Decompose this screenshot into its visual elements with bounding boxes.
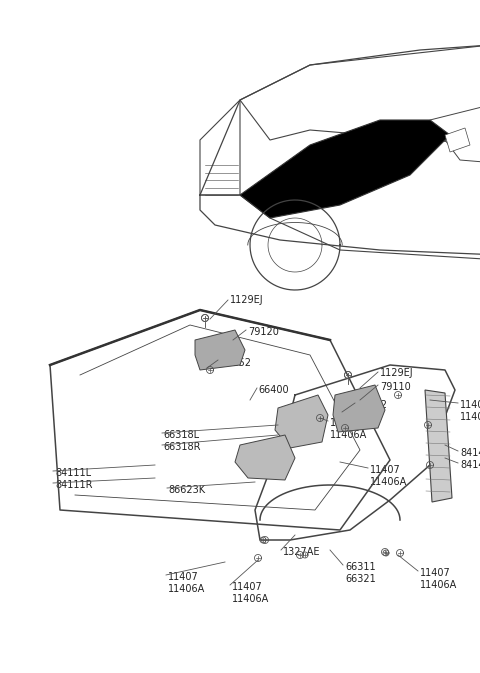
Text: 84111L: 84111L xyxy=(55,468,91,478)
Text: 11406A: 11406A xyxy=(420,580,457,590)
Text: 66318L: 66318L xyxy=(163,430,199,440)
Text: 79152: 79152 xyxy=(356,400,387,410)
Text: 79110: 79110 xyxy=(380,382,411,392)
Text: 66400: 66400 xyxy=(258,385,288,395)
Polygon shape xyxy=(445,128,470,152)
Text: 11407: 11407 xyxy=(330,418,361,428)
Text: 1327AE: 1327AE xyxy=(283,547,321,557)
Text: 11407: 11407 xyxy=(232,582,263,592)
Text: 11406A: 11406A xyxy=(330,430,367,440)
Text: 1129EJ: 1129EJ xyxy=(230,295,264,305)
Polygon shape xyxy=(430,105,480,165)
Polygon shape xyxy=(200,100,240,195)
Text: 11407: 11407 xyxy=(370,465,401,475)
Polygon shape xyxy=(333,385,385,432)
Text: 11407: 11407 xyxy=(460,400,480,410)
Text: 84111R: 84111R xyxy=(55,480,93,490)
Text: 84141F: 84141F xyxy=(460,448,480,458)
Text: 66311: 66311 xyxy=(345,562,376,572)
Polygon shape xyxy=(240,120,450,218)
Text: 11406A: 11406A xyxy=(232,594,269,604)
Text: 84142F: 84142F xyxy=(460,460,480,470)
Polygon shape xyxy=(235,435,295,480)
Text: 11406A: 11406A xyxy=(460,412,480,422)
Polygon shape xyxy=(195,330,245,370)
Polygon shape xyxy=(425,390,452,502)
Polygon shape xyxy=(275,395,328,448)
Text: 66321: 66321 xyxy=(345,574,376,584)
Text: 11406A: 11406A xyxy=(370,477,407,487)
Text: 66318R: 66318R xyxy=(163,442,201,452)
Text: 1129EJ: 1129EJ xyxy=(380,368,414,378)
Text: 11407: 11407 xyxy=(168,572,199,582)
Polygon shape xyxy=(240,45,480,170)
Text: 79152: 79152 xyxy=(220,358,251,368)
Text: 11407: 11407 xyxy=(420,568,451,578)
Text: 79120: 79120 xyxy=(248,327,279,337)
Text: 86623K: 86623K xyxy=(168,485,205,495)
Text: 11406A: 11406A xyxy=(168,584,205,594)
